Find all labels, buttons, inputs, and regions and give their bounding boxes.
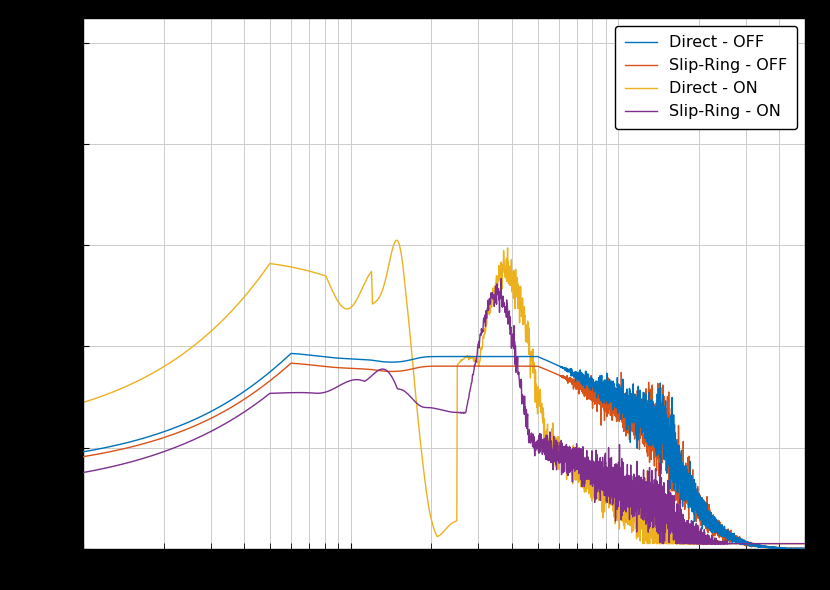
Direct - ON: [778, 540, 788, 547]
Direct - OFF: [800, 545, 810, 552]
Slip-Ring - ON: [766, 540, 776, 547]
Slip-Ring - OFF: [766, 544, 776, 551]
Line: Slip-Ring - ON: Slip-Ring - ON: [83, 278, 805, 543]
Slip-Ring - ON: [750, 540, 760, 547]
Direct - OFF: [778, 545, 788, 552]
Slip-Ring - OFF: [689, 487, 699, 494]
Direct - OFF: [741, 539, 751, 546]
Slip-Ring - OFF: [741, 539, 751, 546]
Line: Slip-Ring - OFF: Slip-Ring - OFF: [83, 363, 805, 548]
Line: Direct - OFF: Direct - OFF: [83, 353, 805, 548]
Slip-Ring - OFF: [778, 545, 788, 552]
Direct - ON: [689, 540, 699, 547]
Line: Direct - ON: Direct - ON: [83, 240, 805, 543]
Direct - ON: [766, 540, 776, 547]
Slip-Ring - OFF: [286, 360, 296, 367]
Direct - ON: [603, 484, 613, 491]
Direct - OFF: [750, 542, 760, 549]
Slip-Ring - ON: [800, 540, 810, 547]
Direct - OFF: [766, 544, 776, 551]
Direct - OFF: [774, 545, 784, 552]
Direct - ON: [78, 399, 88, 406]
Direct - OFF: [78, 448, 88, 455]
Direct - OFF: [603, 387, 613, 394]
Legend: Direct - OFF, Slip-Ring - OFF, Direct - ON, Slip-Ring - ON: Direct - OFF, Slip-Ring - OFF, Direct - …: [615, 26, 797, 129]
Slip-Ring - ON: [741, 540, 751, 547]
Direct - ON: [750, 540, 760, 547]
Slip-Ring - ON: [689, 540, 699, 547]
Direct - ON: [392, 237, 402, 244]
Slip-Ring - ON: [778, 540, 788, 547]
Direct - OFF: [286, 350, 296, 357]
Direct - OFF: [689, 494, 699, 501]
Slip-Ring - OFF: [800, 545, 810, 552]
Slip-Ring - ON: [603, 469, 613, 476]
Slip-Ring - OFF: [78, 453, 88, 460]
Slip-Ring - OFF: [750, 542, 760, 549]
Direct - ON: [638, 540, 648, 547]
Slip-Ring - OFF: [603, 374, 613, 381]
Slip-Ring - ON: [496, 275, 506, 282]
Slip-Ring - ON: [658, 540, 668, 547]
Slip-Ring - ON: [78, 469, 88, 476]
Direct - ON: [741, 540, 751, 547]
Slip-Ring - OFF: [769, 545, 779, 552]
Direct - ON: [800, 540, 810, 547]
